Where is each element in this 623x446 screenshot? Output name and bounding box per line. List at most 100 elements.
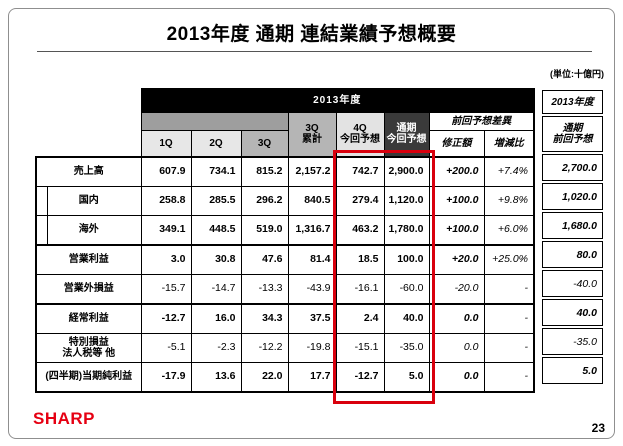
row-label: (四半期)当期純利益 bbox=[35, 361, 142, 393]
revision-cell: 0.0 bbox=[428, 302, 485, 334]
value-cell: 607.9 bbox=[140, 155, 192, 187]
value-cell: 40.0 bbox=[383, 302, 430, 334]
row-label: 経常利益 bbox=[35, 302, 142, 334]
col-header-1q: 1Q bbox=[140, 130, 192, 157]
revision-cell: +20.0 bbox=[428, 243, 485, 275]
value-cell: 734.1 bbox=[190, 155, 242, 187]
table-row: 経常利益 -12.7 16.0 34.3 37.5 2.4 40.0 0.0- bbox=[35, 302, 535, 334]
value-cell: 285.5 bbox=[190, 185, 242, 216]
value-cell: 37.5 bbox=[287, 302, 337, 334]
value-cell: 1,316.7 bbox=[287, 214, 337, 245]
value-cell: 258.8 bbox=[140, 185, 192, 216]
value-cell: -5.1 bbox=[140, 332, 192, 363]
value-cell: 2.4 bbox=[335, 302, 385, 334]
value-cell: -17.9 bbox=[140, 361, 192, 393]
value-cell: -12.7 bbox=[335, 361, 385, 393]
value-cell: -60.0 bbox=[383, 273, 430, 304]
value-cell: 349.1 bbox=[140, 214, 192, 245]
right-col-header-fullyear-previous: 通期 前回予想 bbox=[542, 116, 603, 152]
ratio-cell: - bbox=[483, 273, 535, 304]
value-cell: 16.0 bbox=[190, 302, 242, 334]
table-row: 国内 258.8 285.5 296.2 840.5 279.4 1,120.0 +100.0… bbox=[35, 185, 535, 216]
value-cell: 2,157.2 bbox=[287, 155, 337, 187]
value-cell: 448.5 bbox=[190, 214, 242, 245]
value-cell: 742.7 bbox=[335, 155, 385, 187]
value-cell: -14.7 bbox=[190, 273, 242, 304]
value-cell: 18.5 bbox=[335, 243, 385, 275]
unit-note: (単位:十億円) bbox=[550, 69, 604, 79]
value-cell: 30.8 bbox=[190, 243, 242, 275]
previous-forecast-row: 5.0 bbox=[542, 357, 603, 384]
table-row: 特別損益 法人税等 他 -5.1 -2.3 -12.2 -19.8 -15.1 -35.0 0… bbox=[35, 332, 535, 363]
value-cell: -43.9 bbox=[287, 273, 337, 304]
sharp-logo: SHARP bbox=[33, 409, 96, 428]
col-header-fullyear-forecast: 通期 今回予想 bbox=[383, 112, 430, 157]
previous-forecast-row: 1,020.0 bbox=[542, 183, 603, 210]
value-cell: 296.2 bbox=[240, 185, 289, 216]
col-header-3q-cumulative: 3Q 累計 bbox=[287, 112, 337, 157]
value-cell: -2.3 bbox=[190, 332, 242, 363]
ratio-cell: +9.8% bbox=[483, 185, 535, 216]
col-header-2q: 2Q bbox=[190, 130, 242, 157]
col-header-4q-forecast: 4Q 今回予想 bbox=[335, 112, 385, 157]
value-cell: 815.2 bbox=[240, 155, 289, 187]
ratio-cell: - bbox=[483, 302, 535, 334]
page-title: 2013年度 通期 連結業績予想概要 bbox=[166, 24, 457, 45]
row-label: 特別損益 法人税等 他 bbox=[35, 332, 142, 363]
value-cell: 34.3 bbox=[240, 302, 289, 334]
col-header-revision-amount: 修正額 bbox=[428, 130, 485, 157]
quarters-band bbox=[140, 112, 289, 131]
col-header-previous-forecast-diff: 前回予想差異 bbox=[428, 112, 535, 131]
previous-forecast-table-header: 2013年度 通期 前回予想 bbox=[542, 90, 603, 152]
value-cell: -12.2 bbox=[240, 332, 289, 363]
previous-forecast-value: 5.0 bbox=[542, 357, 603, 384]
value-cell: 100.0 bbox=[383, 243, 430, 275]
value-cell: 47.6 bbox=[240, 243, 289, 275]
previous-forecast-table: 2013年度 通期 前回予想 2,700.0 1,020.0 1,680.0 80.0… bbox=[542, 88, 603, 386]
value-cell: -12.7 bbox=[140, 302, 192, 334]
title-divider bbox=[37, 51, 592, 52]
value-cell: 463.2 bbox=[335, 214, 385, 245]
right-year-header: 2013年度 bbox=[542, 90, 603, 114]
row-label: 営業外損益 bbox=[35, 273, 142, 304]
table-row: 売上高 607.9 734.1 815.2 2,157.2 742.7 2,900.0 +20… bbox=[35, 155, 535, 187]
ratio-cell: +6.0% bbox=[483, 214, 535, 245]
value-cell: 81.4 bbox=[287, 243, 337, 275]
value-cell: -35.0 bbox=[383, 332, 430, 363]
value-cell: 22.0 bbox=[240, 361, 289, 393]
ratio-cell: - bbox=[483, 332, 535, 363]
page-number: 23 bbox=[591, 421, 605, 435]
value-cell: 17.7 bbox=[287, 361, 337, 393]
table-row: 海外 349.1 448.5 519.0 1,316.7 463.2 1,780.0 +100… bbox=[35, 214, 535, 245]
value-cell: 3.0 bbox=[140, 243, 192, 275]
value-cell: -15.1 bbox=[335, 332, 385, 363]
revision-cell: 0.0 bbox=[428, 332, 485, 363]
previous-forecast-value: 1,020.0 bbox=[542, 183, 603, 210]
revision-cell: +100.0 bbox=[428, 185, 485, 216]
previous-forecast-value: 1,680.0 bbox=[542, 212, 603, 239]
previous-forecast-row: -35.0 bbox=[542, 328, 603, 355]
value-cell: 5.0 bbox=[383, 361, 430, 393]
previous-forecast-row: 2,700.0 bbox=[542, 154, 603, 181]
previous-forecast-row: -40.0 bbox=[542, 270, 603, 297]
row-label: 海外 bbox=[35, 214, 142, 245]
table-row: (四半期)当期純利益 -17.9 13.6 22.0 17.7 -12.7 5.0 0.0- bbox=[35, 361, 535, 393]
previous-forecast-value: 40.0 bbox=[542, 299, 603, 326]
forecast-table: 2013年度 3Q 累計 4Q 今回予想 通期 今回予想 前回予想差異 1Q 2… bbox=[35, 88, 535, 393]
forecast-table-header: 2013年度 3Q 累計 4Q 今回予想 通期 今回予想 前回予想差異 1Q 2… bbox=[36, 88, 535, 157]
revision-cell: +100.0 bbox=[428, 214, 485, 245]
value-cell: 1,120.0 bbox=[383, 185, 430, 216]
previous-forecast-value: -40.0 bbox=[542, 270, 603, 297]
revision-cell: +200.0 bbox=[428, 155, 485, 187]
previous-forecast-value: 80.0 bbox=[542, 241, 603, 268]
previous-forecast-value: 2,700.0 bbox=[542, 154, 603, 181]
previous-forecast-row: 80.0 bbox=[542, 241, 603, 268]
value-cell: 279.4 bbox=[335, 185, 385, 216]
col-header-change-ratio: 増減比 bbox=[483, 130, 535, 157]
value-cell: 13.6 bbox=[190, 361, 242, 393]
previous-forecast-value: -35.0 bbox=[542, 328, 603, 355]
value-cell: 1,780.0 bbox=[383, 214, 430, 245]
value-cell: -13.3 bbox=[240, 273, 289, 304]
value-cell: -19.8 bbox=[287, 332, 337, 363]
revision-cell: 0.0 bbox=[428, 361, 485, 393]
